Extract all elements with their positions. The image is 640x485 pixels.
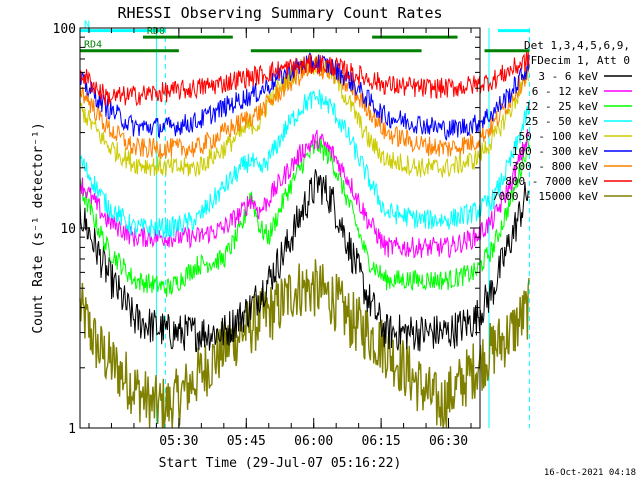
legend-label-50-100-kev: 50 - 100 keV	[519, 130, 599, 143]
x-tick-label: 06:30	[429, 434, 468, 449]
footer-timestamp: 16-Oct-2021 04:18	[544, 468, 636, 478]
observing-flags: NRD0RD4	[80, 20, 530, 53]
flag-label-n: N	[84, 20, 90, 31]
y-tick-label: 100	[53, 22, 76, 37]
series-line-3-6-kev	[79, 169, 530, 353]
series-line-800-7000-kev	[79, 50, 530, 107]
legend-label-300-800-kev: 300 - 800 keV	[512, 160, 598, 173]
x-tick-label: 06:00	[294, 434, 333, 449]
y-tick-label: 10	[60, 222, 76, 237]
chart-title: RHESSI Observing Summary Count Rates	[117, 4, 442, 22]
y-axis-label: Count Rate (s⁻¹ detector⁻¹)	[31, 122, 46, 333]
legend-label-6-12-kev: 6 - 12 keV	[532, 85, 599, 98]
y-tick-label: 1	[68, 422, 76, 437]
legend-header-line-1: Det 1,3,4,5,6,9,	[524, 39, 630, 52]
series-curves	[79, 50, 530, 429]
x-axis-label: Start Time (29-Jul-07 05:16:22)	[159, 456, 402, 471]
x-tick-label: 05:45	[227, 434, 266, 449]
legend-label-800-7000-kev: 800 - 7000 keV	[505, 175, 598, 188]
series-line-25-50-kev	[79, 89, 530, 239]
legend: Det 1,3,4,5,6,9, FDecim 1, Att 0 3 - 6 k…	[492, 39, 632, 203]
legend-label-100-300-kev: 100 - 300 keV	[512, 145, 598, 158]
legend-label-3-6-kev: 3 - 6 keV	[538, 70, 598, 83]
flag-label-rd4: RD4	[84, 40, 102, 51]
x-tick-label: 05:30	[159, 434, 198, 449]
legend-header-line-2: FDecim 1, Att 0	[531, 54, 630, 67]
y-axis: 1 10 100	[53, 22, 480, 437]
legend-label-25-50-kev: 25 - 50 keV	[525, 115, 598, 128]
legend-label-7000-15000-kev: 7000 - 15000 keV	[492, 190, 598, 203]
legend-label-12-25-kev: 12 - 25 keV	[525, 100, 598, 113]
series-line-7000-15000-kev	[79, 259, 530, 429]
x-tick-label: 06:15	[362, 434, 401, 449]
x-axis: 05:30 05:45 06:00 06:15 06:30	[88, 28, 472, 449]
series-line-300-800-kev	[79, 60, 530, 159]
